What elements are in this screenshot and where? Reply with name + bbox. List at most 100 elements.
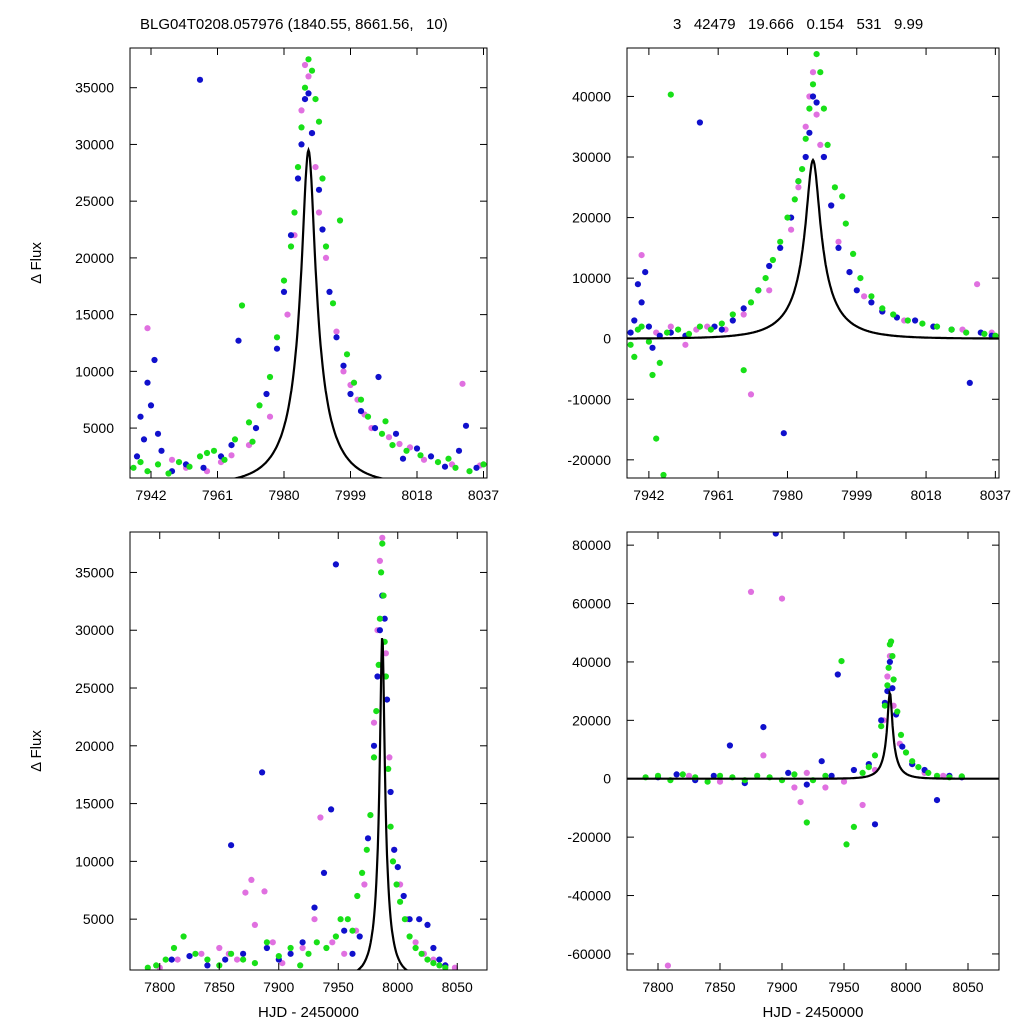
y-tick-label: 80000 xyxy=(572,537,611,553)
y-tick-label: 30000 xyxy=(75,622,114,638)
data-point-magenta xyxy=(835,238,842,245)
data-point-magenta xyxy=(682,341,689,348)
data-point-blue xyxy=(413,445,421,452)
x-tick-label: 7999 xyxy=(335,487,366,503)
data-point-green xyxy=(186,463,193,470)
data-point-green xyxy=(249,438,256,445)
y-tick-label: 35000 xyxy=(75,80,114,96)
data-point-blue xyxy=(349,950,356,957)
data-point-green xyxy=(165,470,172,477)
data-point-blue xyxy=(375,373,382,381)
data-point-blue xyxy=(186,953,193,960)
data-point-green xyxy=(888,638,895,645)
data-point-blue xyxy=(835,244,842,251)
y-tick-label: 40000 xyxy=(572,88,611,104)
data-point-blue xyxy=(228,442,235,449)
data-point-green xyxy=(890,676,897,683)
data-point-blue xyxy=(326,288,333,295)
data-point-blue xyxy=(137,413,144,420)
data-point-green xyxy=(653,435,660,442)
data-point-green xyxy=(707,326,715,333)
data-point-magenta xyxy=(312,164,319,171)
data-point-green xyxy=(196,453,204,460)
data-point-green xyxy=(452,464,459,471)
x-tick-label: 7961 xyxy=(703,487,734,503)
y-tick-label: -20000 xyxy=(567,452,611,468)
data-point-blue xyxy=(204,962,211,969)
data-point-green xyxy=(297,962,304,969)
x-axis-label: HJD - 2450000 xyxy=(763,1004,864,1021)
y-tick-label: 40000 xyxy=(572,654,611,670)
data-point-green xyxy=(839,193,846,200)
data-point-magenta xyxy=(376,557,383,565)
data-point-blue xyxy=(376,627,383,634)
data-point-green xyxy=(322,243,330,250)
data-point-green xyxy=(777,238,784,245)
data-point-green xyxy=(305,950,312,957)
data-point-blue xyxy=(871,821,879,828)
data-point-magenta xyxy=(216,944,223,952)
data-point-green xyxy=(925,769,932,777)
data-point-magenta xyxy=(266,413,274,420)
x-tick-label: 7850 xyxy=(704,979,735,995)
data-point-magenta xyxy=(379,534,386,541)
data-point-magenta xyxy=(803,769,810,777)
data-point-magenta xyxy=(341,950,348,957)
data-point-green xyxy=(313,939,320,946)
data-point-green xyxy=(424,956,431,963)
data-point-green xyxy=(879,305,886,312)
data-point-green xyxy=(627,341,634,348)
data-point-blue xyxy=(364,835,372,842)
data-point-green xyxy=(350,379,358,386)
data-point-blue xyxy=(772,532,779,537)
data-point-green xyxy=(238,302,246,309)
data-point-blue xyxy=(912,317,919,324)
data-point-green xyxy=(897,731,905,739)
data-point-blue xyxy=(718,326,725,333)
data-point-green xyxy=(256,402,263,409)
data-point-blue xyxy=(305,90,312,97)
data-point-blue xyxy=(228,842,235,849)
data-point-green xyxy=(865,764,872,771)
data-point-green xyxy=(696,323,704,330)
data-point-green xyxy=(704,778,711,785)
data-point-blue xyxy=(813,99,820,106)
data-point-blue xyxy=(263,390,270,398)
data-point-magenta xyxy=(861,293,868,300)
data-point-blue xyxy=(332,561,339,568)
x-tick-label: 8037 xyxy=(980,487,1011,503)
data-point-green xyxy=(838,658,845,665)
data-point-magenta xyxy=(361,881,368,888)
y-axis-label: Δ Flux xyxy=(28,730,45,772)
data-point-green xyxy=(401,916,408,923)
data-point-blue xyxy=(809,93,817,100)
data-point-green xyxy=(312,96,319,103)
data-point-magenta xyxy=(412,939,419,946)
data-point-green xyxy=(809,81,817,88)
data-point-green xyxy=(287,944,294,952)
data-point-green xyxy=(430,960,437,967)
data-point-blue xyxy=(154,430,162,437)
data-point-green xyxy=(871,752,879,759)
data-point-green xyxy=(180,933,187,940)
data-point-green xyxy=(301,84,309,91)
data-point-blue xyxy=(392,430,400,437)
data-point-magenta xyxy=(716,778,724,785)
data-point-green xyxy=(791,196,798,203)
data-point-green xyxy=(480,461,487,468)
data-point-green xyxy=(645,338,653,345)
data-point-blue xyxy=(430,944,437,952)
data-point-green xyxy=(329,300,337,307)
data-point-green xyxy=(820,105,828,112)
data-point-blue xyxy=(853,287,860,294)
data-point-green xyxy=(806,105,813,112)
data-point-blue xyxy=(374,673,381,680)
data-point-green xyxy=(354,892,361,900)
data-point-green xyxy=(162,956,169,963)
data-point-green xyxy=(192,950,199,957)
data-point-green xyxy=(915,764,922,771)
data-point-green xyxy=(649,371,656,379)
data-point-blue xyxy=(966,379,973,386)
data-point-magenta xyxy=(174,956,181,963)
